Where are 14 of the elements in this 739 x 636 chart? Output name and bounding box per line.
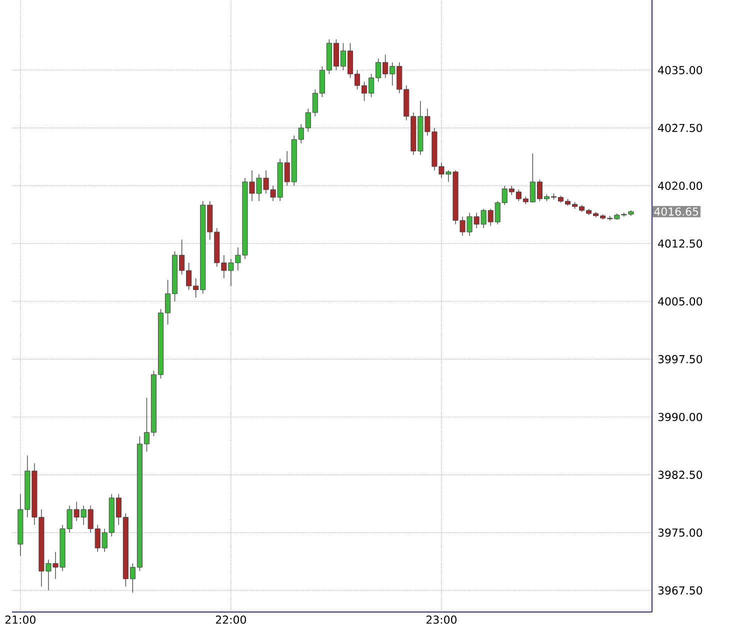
y-tick-label: 4012.50 <box>658 239 702 248</box>
y-tick-label: 4035.00 <box>658 66 702 74</box>
x-tick-label: 23:00 <box>426 616 457 624</box>
text: 4016.65 <box>654 207 698 216</box>
y-tick-label: 3975.00 <box>658 528 702 537</box>
y-tick-label: 3990.00 <box>658 412 702 422</box>
y-tick-label: 3967.50 <box>658 586 702 595</box>
y-tick-label: 4005.00 <box>658 297 702 306</box>
x-tick-label: 21:00 <box>5 616 36 624</box>
y-tick-label: 4020.00 <box>658 182 702 190</box>
y-tick-label: 3997.50 <box>658 355 702 364</box>
x-tick-label: 22:00 <box>216 616 246 624</box>
y-tick-label: 4027.50 <box>658 124 702 132</box>
y-tick-label: 3982.50 <box>658 470 702 479</box>
